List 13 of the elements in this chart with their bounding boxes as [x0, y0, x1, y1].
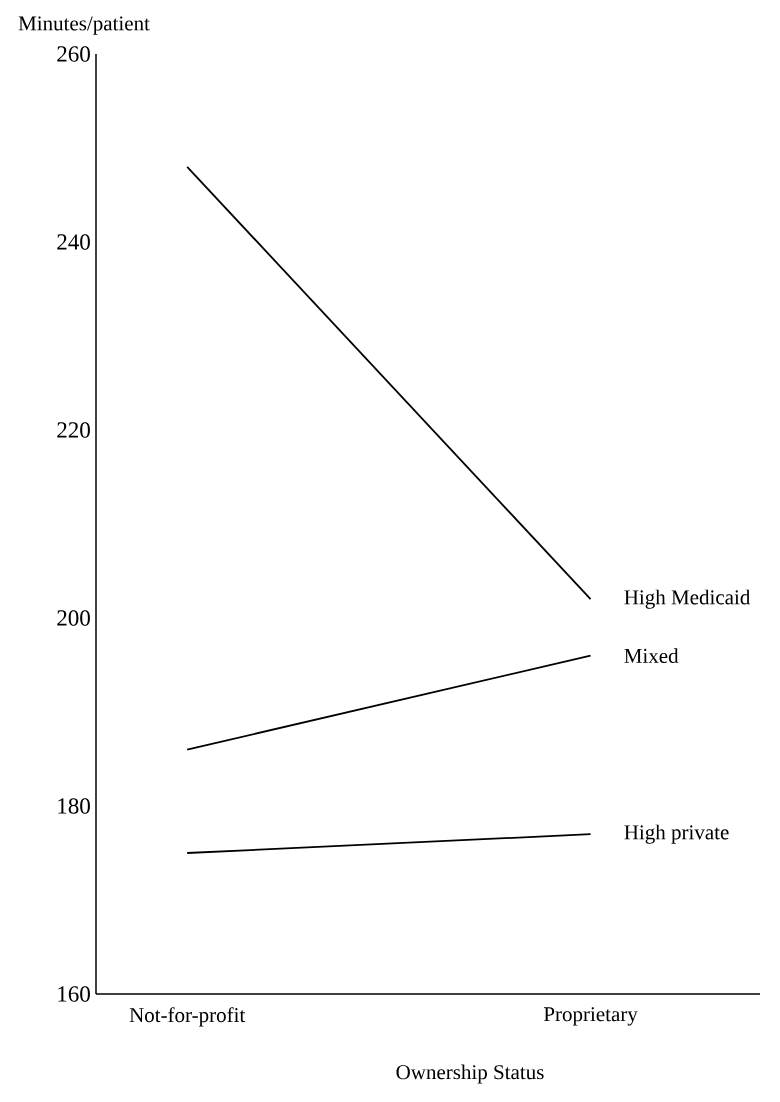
y-tick-label: 160 — [58, 986, 90, 1002]
y-tick-label: 200 — [57, 610, 90, 626]
series-label: High private — [624, 824, 729, 844]
x-axis-title: Ownership Status — [396, 1064, 544, 1084]
y-tick-label: 220 — [57, 422, 90, 438]
y-tick-label: 240 — [57, 234, 90, 250]
y-axis-title: Minutes/patient — [18, 16, 150, 35]
series-label: Mixed — [624, 648, 679, 663]
x-tick-label: Not-for-profit — [129, 1007, 246, 1027]
series-label: High Medicaid — [624, 589, 751, 609]
y-tick-label: 180 — [58, 798, 90, 814]
y-tick-label: 260 — [57, 46, 90, 62]
x-tick-label: Proprietary — [543, 1007, 638, 1026]
